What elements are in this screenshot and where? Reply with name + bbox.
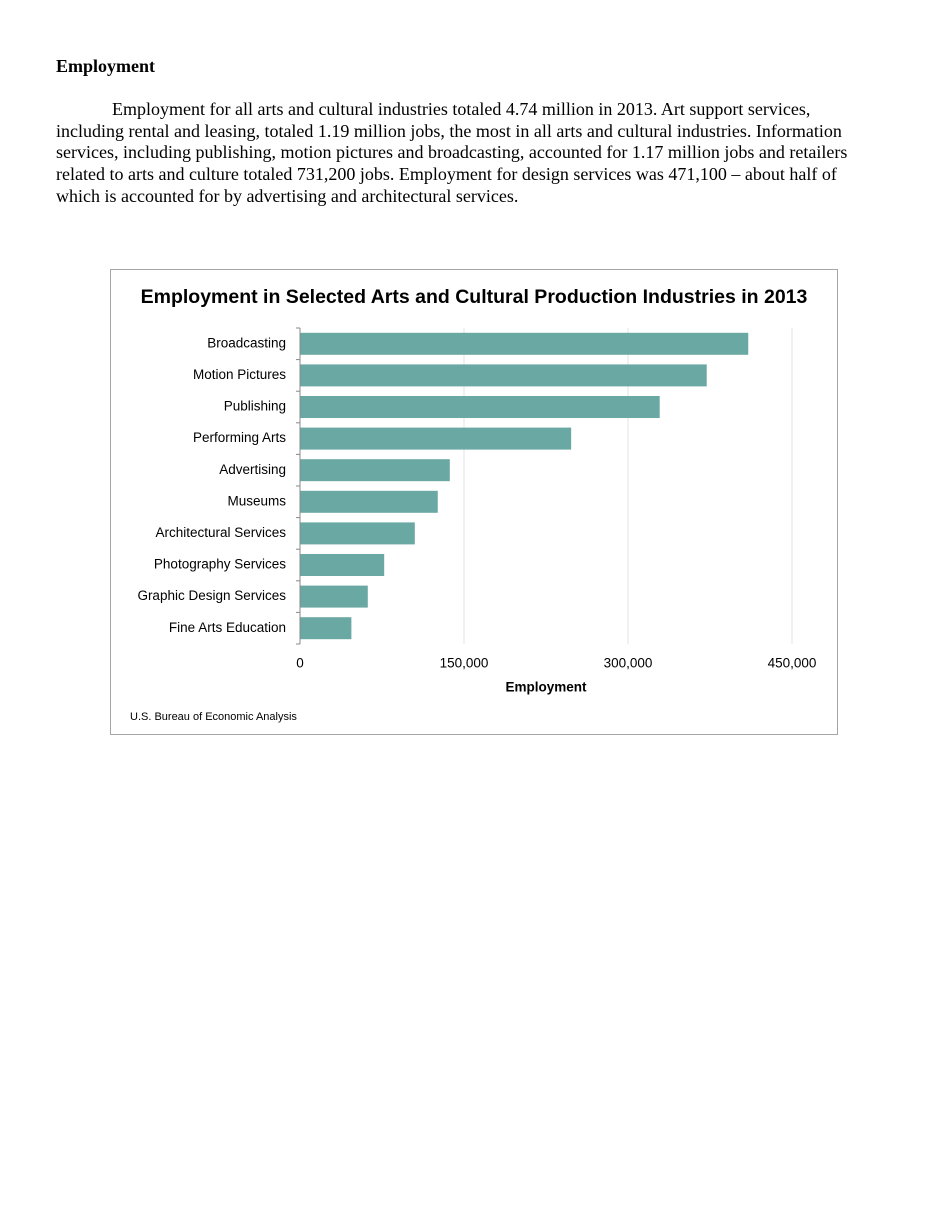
bar [300, 459, 450, 482]
y-tick-label: Graphic Design Services [137, 588, 286, 603]
x-tick-label: 0 [296, 656, 304, 671]
chart-title: Employment in Selected Arts and Cultural… [141, 286, 808, 308]
chart: Employment in Selected Arts and Cultural… [110, 269, 838, 735]
bar [300, 617, 352, 640]
y-tick-label: Publishing [224, 399, 286, 414]
bar [300, 396, 660, 418]
bar [300, 490, 438, 513]
y-tick-label: Performing Arts [193, 430, 286, 445]
bar [300, 585, 368, 608]
bar [300, 332, 749, 355]
bar [300, 554, 385, 576]
heading: Employment [56, 56, 155, 76]
x-axis-label: Employment [505, 680, 587, 695]
y-tick-label: Photography Services [154, 557, 286, 572]
bar [300, 427, 572, 450]
x-tick-label: 300,000 [604, 656, 653, 671]
paragraph: Employment for all arts and cultural ind… [56, 99, 848, 206]
y-tick-label: Museums [227, 493, 286, 508]
y-tick-label: Motion Pictures [193, 367, 286, 382]
bar [300, 364, 707, 387]
y-tick-label: Broadcasting [207, 335, 286, 350]
bar [300, 522, 415, 545]
x-tick-label: 150,000 [440, 656, 489, 671]
x-tick-label: 450,000 [768, 656, 817, 671]
y-tick-label: Architectural Services [155, 525, 286, 540]
y-tick-label: Fine Arts Education [169, 620, 286, 635]
source: U.S. Bureau of Economic Analysis [130, 711, 297, 723]
y-tick-label: Advertising [219, 462, 286, 477]
